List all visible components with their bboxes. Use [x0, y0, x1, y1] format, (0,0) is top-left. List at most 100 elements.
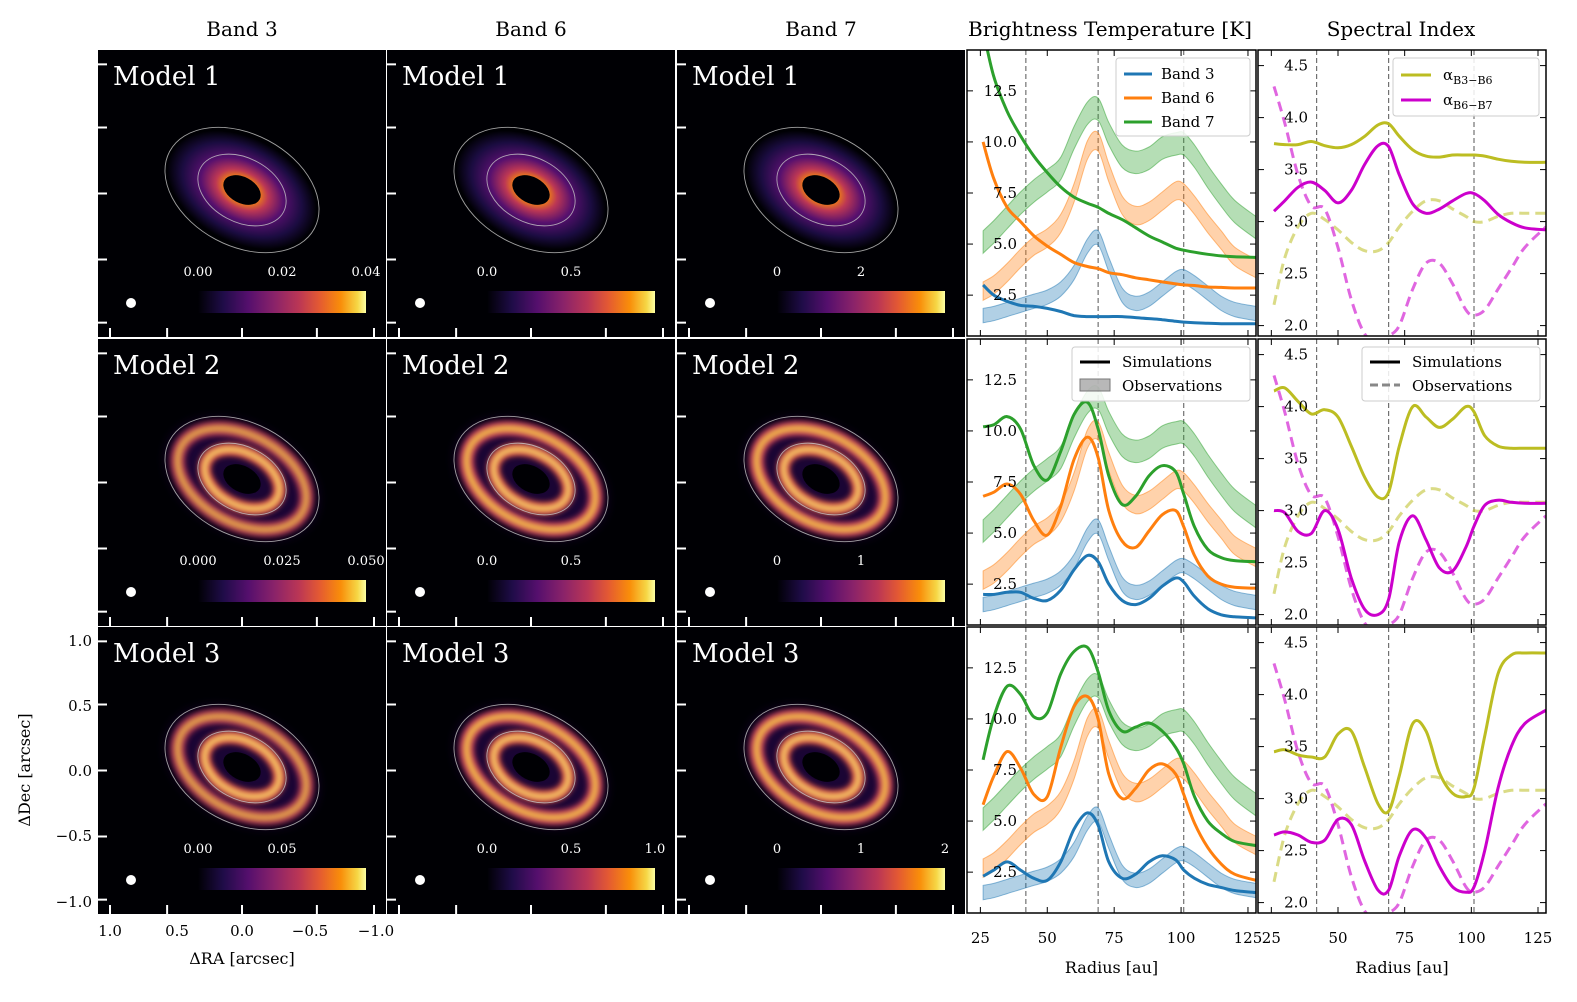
- colorbar: [487, 291, 655, 313]
- beam-marker: [126, 587, 136, 597]
- legend-label-subscript: B6−B7: [1453, 99, 1492, 112]
- colorbar-tick-label: 0.5: [561, 265, 582, 280]
- colorbar-tick-label: 0.000: [179, 554, 216, 569]
- beam-marker: [705, 587, 715, 597]
- colorbar: [777, 580, 945, 602]
- alpha-panel-model3: 2.0 2.5 3.0 3.5 4.0 4.5 25 50 75 100 125 Radius [au…: [1257, 626, 1552, 977]
- colorbar-tick-label: 0.05: [268, 842, 297, 857]
- outer-ring: [753, 713, 889, 821]
- plot-area: [982, 339, 1256, 625]
- legend-label: Simulations: [1122, 353, 1212, 371]
- y-tick-label: 3.0: [1284, 213, 1308, 231]
- beam-marker: [415, 875, 425, 885]
- colorbar: [777, 291, 945, 313]
- beam-marker: [415, 298, 425, 308]
- central-cavity: [512, 752, 550, 782]
- column-title-band3: Band 3: [206, 17, 277, 41]
- legend-label: Band 7: [1161, 113, 1215, 131]
- y-tick-label: 3.5: [1284, 738, 1308, 756]
- outer-ring: [753, 425, 889, 533]
- y-tick-label: 2.5: [1284, 554, 1308, 572]
- colorbar: [198, 580, 366, 602]
- y-tick-label: 0.5: [68, 697, 92, 715]
- y-tick-label: 4.5: [1284, 57, 1308, 75]
- contour-inner: [197, 153, 287, 227]
- plot-area: [1272, 627, 1546, 913]
- contour-inner: [776, 153, 866, 227]
- model-label: Model 1: [692, 62, 799, 92]
- colorbar: [487, 868, 655, 890]
- observation-band: [982, 96, 1256, 255]
- colorbar: [487, 580, 655, 602]
- simulation-line: [1273, 708, 1546, 896]
- inner-ring: [491, 446, 571, 512]
- contour-inner: [197, 730, 287, 804]
- observation-line: [1272, 487, 1546, 595]
- plot-area: [981, 50, 1256, 336]
- contour-inner: [197, 442, 287, 516]
- y-axis-label-image: ΔDec [arcsec]: [15, 713, 34, 826]
- tb-panel-model2: 2.5 5.0 7.5 10.0 12.5 Simulations Observations: [966, 338, 1257, 626]
- model-label: Model 3: [692, 639, 799, 669]
- image-panel-r3-c2: Model 3 0.0 0.5 1.0: [387, 627, 675, 914]
- central-cavity: [802, 752, 840, 782]
- contour-inner: [486, 442, 576, 516]
- inner-ring: [491, 734, 571, 800]
- central-cavity: [223, 175, 261, 205]
- colorbar-tick-label: 0: [773, 842, 781, 857]
- model-label: Model 2: [113, 351, 220, 381]
- observation-line: [1272, 775, 1546, 883]
- simulation-line: [981, 141, 1256, 290]
- y-tick-label: 7.5: [993, 473, 1017, 491]
- central-cavity: [223, 464, 261, 494]
- inner-ring: [781, 446, 861, 512]
- colorbar-tick-label: 2: [941, 842, 949, 857]
- y-tick-label: 7.5: [993, 184, 1017, 202]
- contour-outer: [453, 703, 609, 831]
- contour-outer: [453, 126, 609, 254]
- central-cavity: [512, 175, 550, 205]
- central-cavity: [223, 752, 261, 782]
- colorbar-tick-label: 0.04: [352, 265, 381, 280]
- observation-line: [1272, 85, 1546, 336]
- y-tick-label: 2.5: [1284, 265, 1308, 283]
- column-title-band6: Band 6: [495, 17, 566, 41]
- colorbar-tick-label: 0.00: [184, 265, 213, 280]
- simulation-line: [1273, 385, 1546, 501]
- column-title-brightness-temperature: Brightness Temperature [K]: [968, 17, 1252, 41]
- y-tick-label: 4.0: [1284, 109, 1308, 127]
- colorbar-tick-label: 0.0: [477, 265, 498, 280]
- y-tick-label: 4.0: [1284, 398, 1308, 416]
- x-tick-label: 125: [1234, 929, 1263, 947]
- contour-outer: [164, 703, 320, 831]
- y-tick-label: 5.0: [993, 812, 1017, 830]
- outer-ring: [463, 713, 599, 821]
- x-axis-label: Radius [au]: [1355, 958, 1448, 977]
- colorbar-tick-label: 0.00: [184, 842, 213, 857]
- contour-outer: [743, 415, 899, 543]
- y-tick-label: 3.5: [1284, 450, 1308, 468]
- legend-label: Observations: [1122, 377, 1222, 395]
- colorbar: [198, 868, 366, 890]
- y-tick-label: 2.5: [993, 575, 1017, 593]
- model-label: Model 2: [402, 351, 509, 381]
- y-tick-label: 12.5: [984, 82, 1017, 100]
- image-panel-r2-c1: Model 2 0.000 0.025 0.050: [98, 339, 386, 626]
- alpha-panel-model2: 2.0 2.5 3.0 3.5 4.0 4.5 Simulations Observation…: [1257, 338, 1547, 626]
- y-tick-label: 2.5: [993, 863, 1017, 881]
- observation-band: [982, 419, 1256, 591]
- y-tick-label: 4.5: [1284, 346, 1308, 364]
- contour-outer: [743, 703, 899, 831]
- model-label: Model 2: [692, 351, 799, 381]
- contour-inner: [486, 153, 576, 227]
- y-tick-label: 4.0: [1284, 686, 1308, 704]
- y-tick-label: 3.0: [1284, 502, 1308, 520]
- simulation-line: [1273, 498, 1546, 617]
- y-tick-label: 4.5: [1284, 634, 1308, 652]
- observation-line: [1272, 662, 1546, 913]
- image-panel-r1-c2: Model 1 0.0 0.5: [387, 50, 675, 337]
- image-panel-r2-c3: Model 2 0 1: [677, 339, 965, 626]
- simulation-line: [1272, 141, 1546, 232]
